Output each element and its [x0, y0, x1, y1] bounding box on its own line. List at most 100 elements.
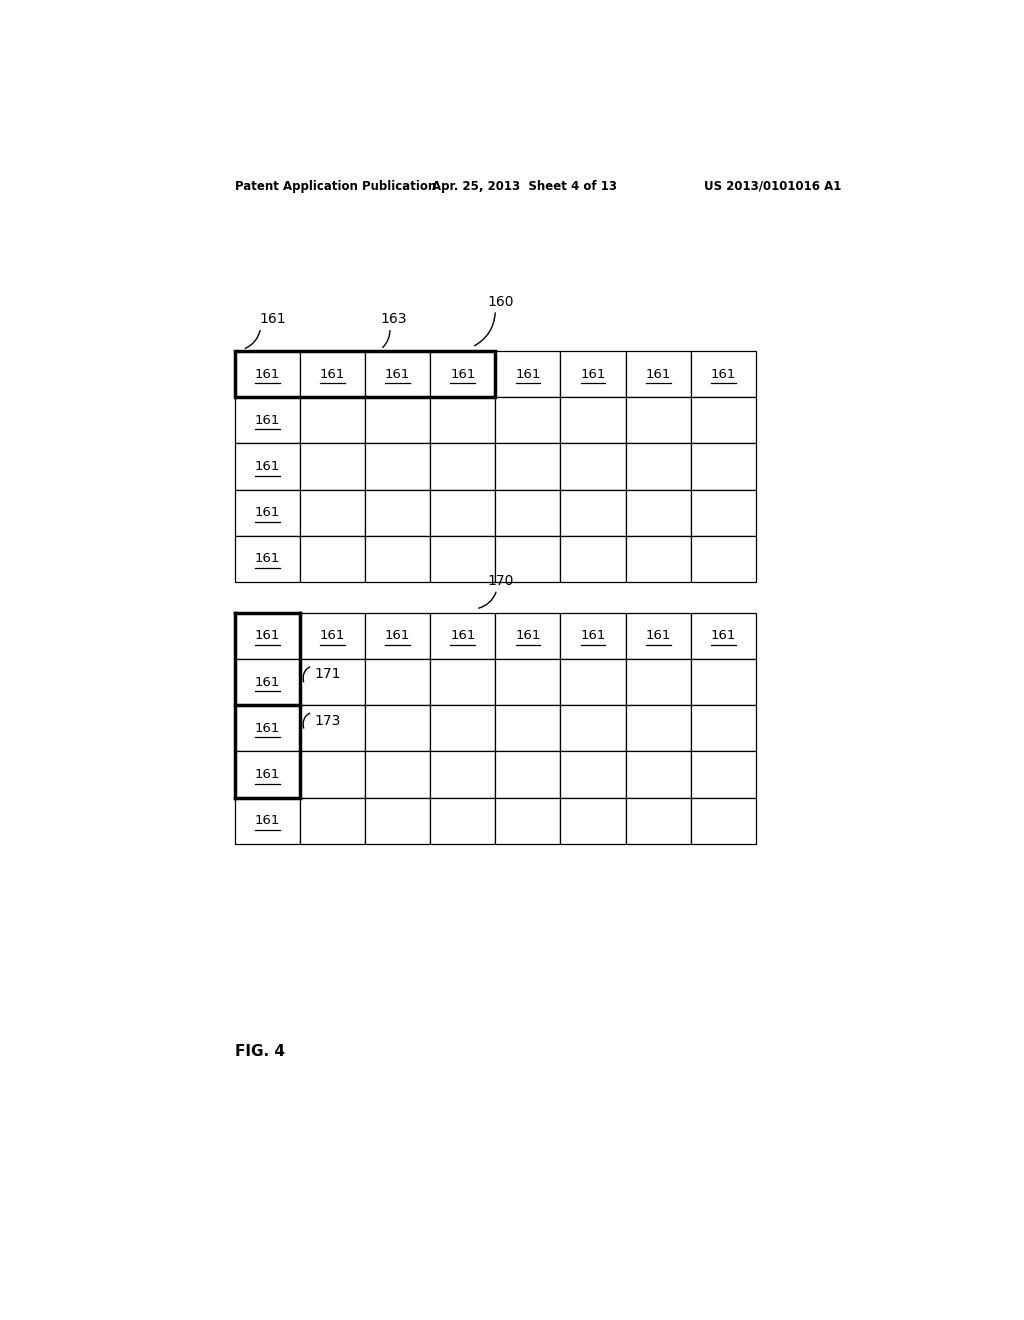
Bar — [430, 659, 496, 705]
Bar — [366, 536, 430, 582]
Bar — [560, 797, 626, 843]
Bar — [560, 612, 626, 659]
Bar — [366, 444, 430, 490]
Text: 161: 161 — [451, 367, 475, 380]
Bar — [690, 612, 756, 659]
Text: 161: 161 — [255, 814, 281, 828]
Text: 161: 161 — [711, 630, 736, 643]
Bar — [690, 444, 756, 490]
Bar — [234, 705, 300, 751]
Bar — [300, 797, 366, 843]
Bar — [366, 490, 430, 536]
Bar — [560, 536, 626, 582]
Text: 161: 161 — [645, 630, 671, 643]
Bar — [560, 397, 626, 444]
Bar — [496, 397, 560, 444]
Bar — [430, 751, 496, 797]
Bar — [430, 536, 496, 582]
Bar — [430, 490, 496, 536]
Bar — [690, 751, 756, 797]
Bar — [690, 490, 756, 536]
Text: 161: 161 — [255, 413, 281, 426]
Bar — [690, 705, 756, 751]
Bar — [560, 751, 626, 797]
Text: 161: 161 — [581, 630, 605, 643]
Text: 161: 161 — [255, 459, 281, 473]
Bar — [626, 444, 690, 490]
Bar — [626, 490, 690, 536]
Text: 161: 161 — [451, 630, 475, 643]
Bar — [496, 751, 560, 797]
Bar — [690, 797, 756, 843]
Bar — [430, 612, 496, 659]
Text: 161: 161 — [260, 313, 287, 326]
Bar — [626, 397, 690, 444]
Bar — [366, 351, 430, 397]
Bar — [234, 797, 300, 843]
Bar — [626, 612, 690, 659]
Text: 171: 171 — [314, 668, 341, 681]
Bar — [690, 536, 756, 582]
Text: 161: 161 — [515, 367, 541, 380]
Bar — [690, 397, 756, 444]
Bar — [366, 705, 430, 751]
Bar — [626, 536, 690, 582]
Bar — [430, 397, 496, 444]
Bar — [300, 351, 366, 397]
Bar — [366, 612, 430, 659]
Bar — [430, 705, 496, 751]
Bar — [234, 659, 300, 705]
Bar — [560, 705, 626, 751]
Text: 161: 161 — [255, 367, 281, 380]
Bar — [496, 612, 560, 659]
Bar — [300, 444, 366, 490]
Bar — [626, 751, 690, 797]
Text: Patent Application Publication: Patent Application Publication — [234, 180, 436, 193]
Bar — [626, 705, 690, 751]
Text: 161: 161 — [385, 630, 411, 643]
Text: 161: 161 — [645, 367, 671, 380]
Text: 163: 163 — [381, 313, 408, 326]
Bar — [300, 536, 366, 582]
Bar — [300, 612, 366, 659]
Text: Apr. 25, 2013  Sheet 4 of 13: Apr. 25, 2013 Sheet 4 of 13 — [432, 180, 617, 193]
Bar — [626, 659, 690, 705]
Text: 161: 161 — [255, 630, 281, 643]
Text: 161: 161 — [319, 630, 345, 643]
Bar — [496, 797, 560, 843]
Text: 161: 161 — [581, 367, 605, 380]
Bar — [496, 536, 560, 582]
Bar — [366, 797, 430, 843]
Bar — [560, 659, 626, 705]
Bar — [560, 351, 626, 397]
Bar — [234, 351, 496, 397]
Bar — [234, 490, 300, 536]
Bar — [626, 351, 690, 397]
Bar — [560, 444, 626, 490]
Bar — [626, 797, 690, 843]
Bar — [496, 490, 560, 536]
Bar — [234, 751, 300, 797]
Bar — [690, 659, 756, 705]
Bar — [496, 444, 560, 490]
Text: 161: 161 — [255, 676, 281, 689]
Text: FIG. 4: FIG. 4 — [234, 1044, 285, 1059]
Bar — [366, 751, 430, 797]
Bar — [234, 351, 300, 397]
Text: 161: 161 — [711, 367, 736, 380]
Bar — [496, 705, 560, 751]
Text: 160: 160 — [487, 294, 514, 309]
Text: 161: 161 — [255, 552, 281, 565]
Bar — [234, 612, 300, 659]
Bar — [234, 444, 300, 490]
Bar — [560, 490, 626, 536]
Bar — [300, 659, 366, 705]
Text: 161: 161 — [255, 768, 281, 781]
Text: 161: 161 — [255, 722, 281, 735]
Text: 161: 161 — [385, 367, 411, 380]
Text: 173: 173 — [314, 714, 340, 727]
Bar — [690, 351, 756, 397]
Text: 161: 161 — [319, 367, 345, 380]
Bar — [234, 397, 300, 444]
Bar — [496, 351, 560, 397]
